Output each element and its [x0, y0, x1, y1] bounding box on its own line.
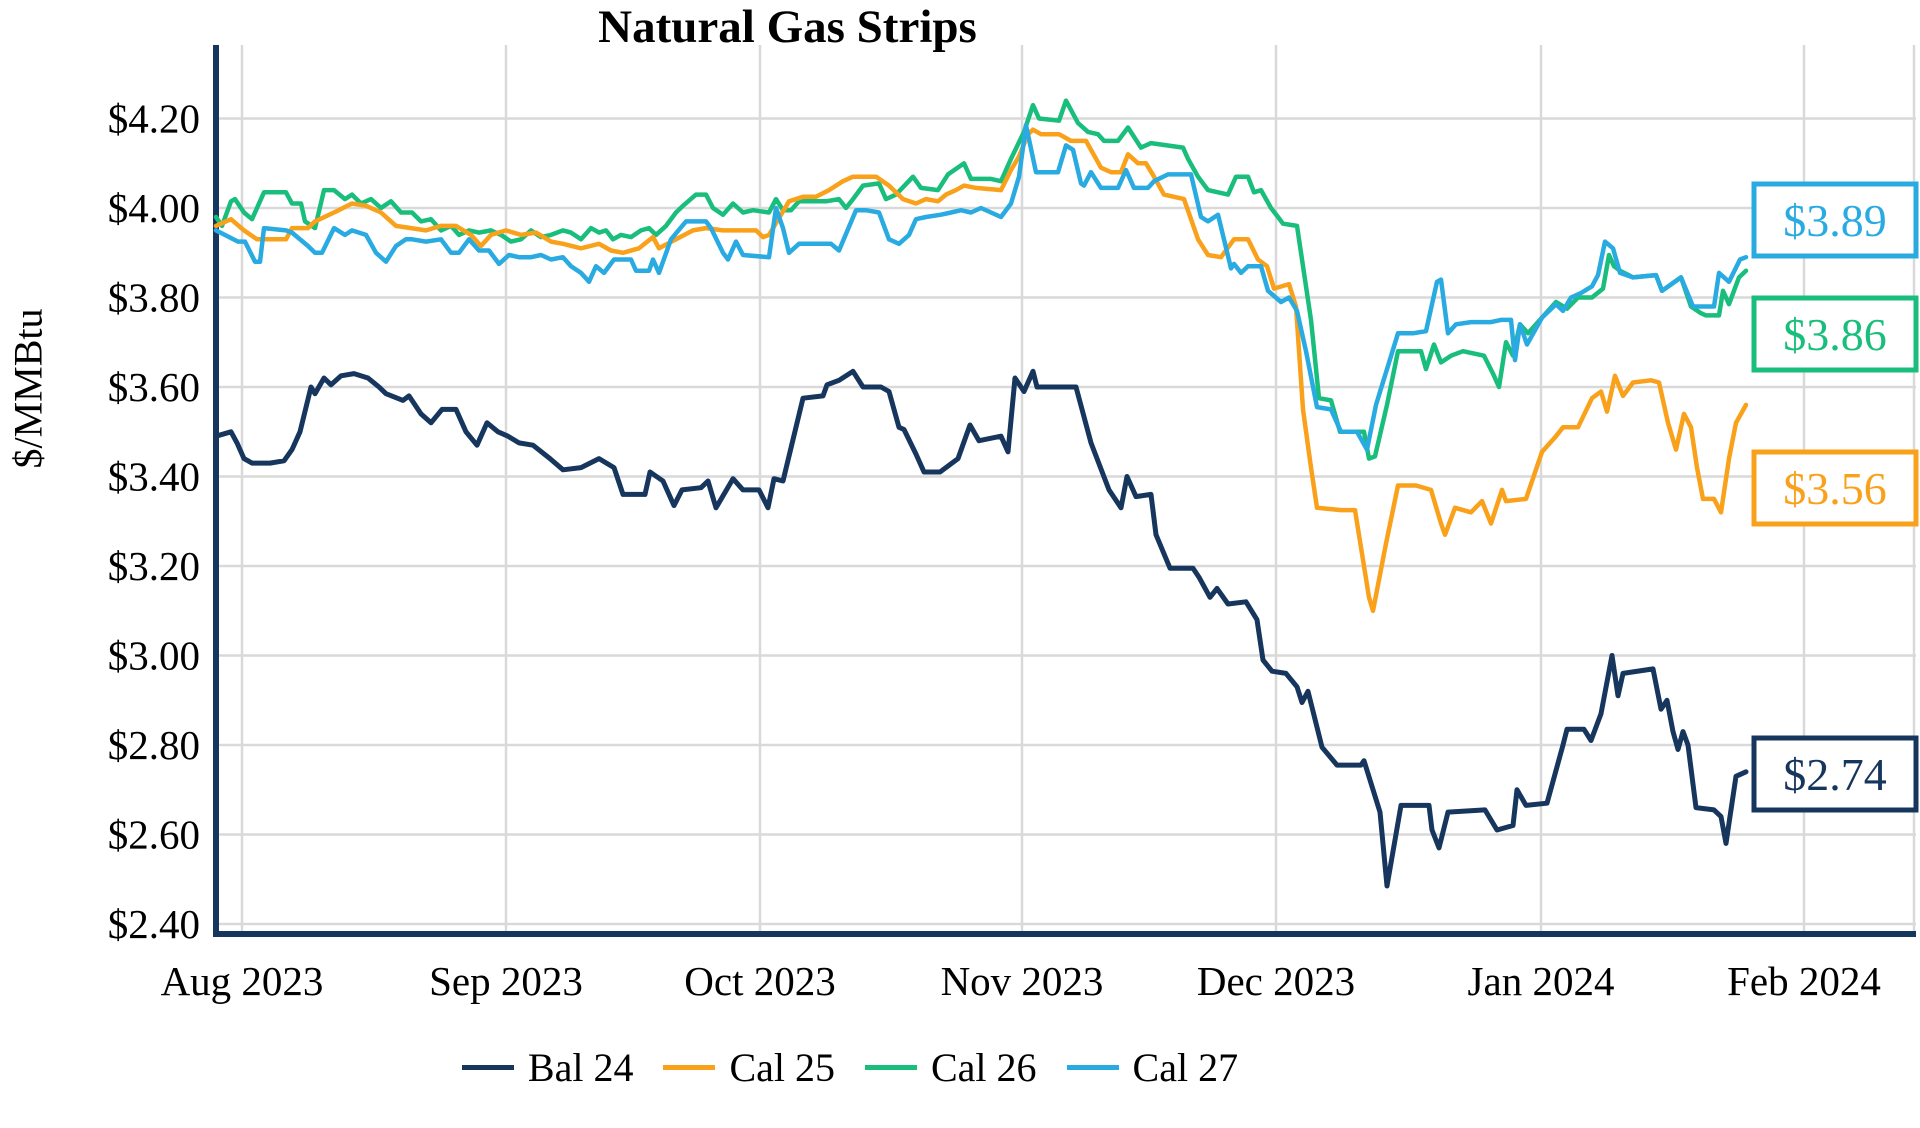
y-tick-label: $3.20 — [108, 543, 200, 589]
legend-swatch-cal26 — [865, 1065, 917, 1070]
y-tick-label: $3.60 — [108, 364, 200, 410]
x-tick-label: Nov 2023 — [941, 958, 1104, 1004]
y-tick-label: $3.80 — [108, 275, 200, 321]
y-tick-label: $2.80 — [108, 722, 200, 768]
legend-swatch-bal24 — [461, 1065, 514, 1070]
legend-item-cal26: Cal 26 — [865, 1044, 1037, 1091]
legend-swatch-cal25 — [663, 1065, 716, 1070]
x-tick-label: Oct 2023 — [684, 958, 835, 1004]
y-tick-label: $4.00 — [108, 185, 200, 231]
legend-item-cal25: Cal 25 — [663, 1044, 835, 1091]
end-label-box-cal27 — [1751, 181, 1919, 259]
y-tick-label: $3.40 — [108, 454, 200, 500]
end-label-text-cal25: $3.56 — [1783, 463, 1887, 514]
x-tick-label: Sep 2023 — [429, 958, 583, 1004]
legend-swatch-cal27 — [1066, 1065, 1119, 1070]
series-line-cal26 — [213, 98, 1749, 461]
legend-label: Cal 27 — [1132, 1045, 1239, 1090]
end-label-text-cal26: $3.86 — [1783, 309, 1887, 360]
y-tick-label: $2.60 — [108, 812, 200, 858]
legend-item-cal27: Cal 27 — [1066, 1044, 1239, 1091]
series-line-bal24 — [213, 368, 1749, 889]
x-tick-label: Aug 2023 — [161, 958, 324, 1004]
legend: Bal 24 Cal 25 Cal 26 Cal 27 — [0, 1044, 1700, 1091]
end-label-text-cal27: $3.89 — [1783, 195, 1887, 246]
series-line-cal27 — [213, 122, 1749, 452]
chart-title: Natural Gas Strips — [598, 1, 977, 53]
y-tick-label: $4.20 — [108, 96, 200, 142]
end-label-text-bal24: $2.74 — [1783, 749, 1887, 800]
legend-label: Bal 24 — [527, 1045, 634, 1090]
y-tick-label: $2.40 — [108, 901, 200, 947]
legend-label: Cal 26 — [931, 1045, 1037, 1090]
x-tick-label: Jan 2024 — [1468, 958, 1615, 1004]
x-tick-label: Dec 2023 — [1197, 958, 1355, 1004]
end-label-box-cal26 — [1751, 295, 1919, 373]
legend-item-bal24: Bal 24 — [461, 1044, 634, 1091]
y-tick-label: $3.00 — [108, 633, 200, 679]
legend-label: Cal 25 — [729, 1045, 835, 1090]
x-tick-label: Feb 2024 — [1727, 958, 1881, 1004]
series-line-cal25 — [213, 127, 1749, 614]
end-label-box-cal25 — [1751, 449, 1919, 527]
end-label-box-bal24 — [1751, 735, 1919, 813]
